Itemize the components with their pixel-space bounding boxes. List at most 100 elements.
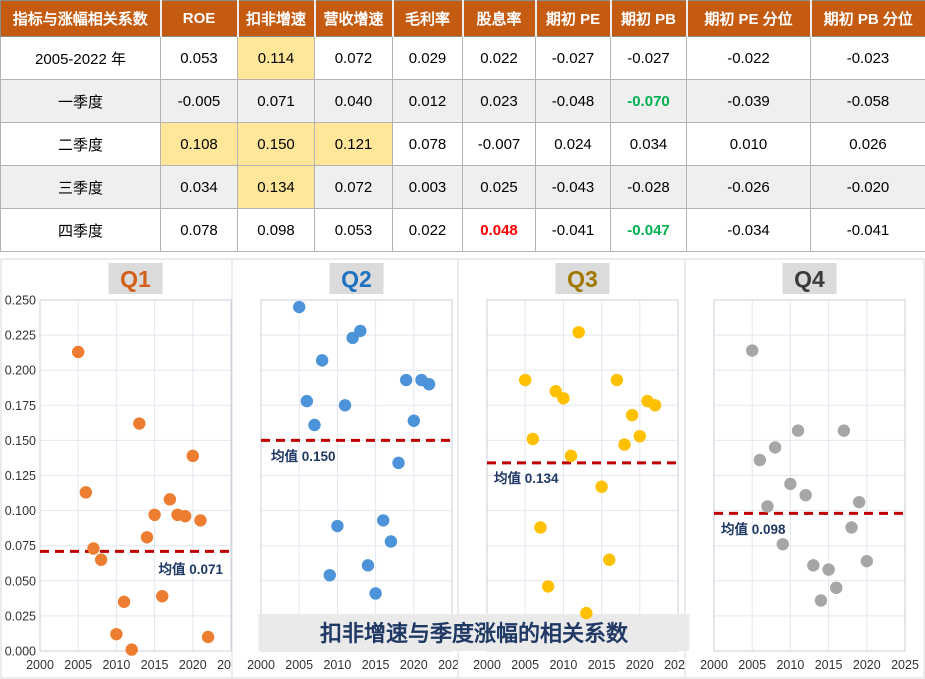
row-label: 一季度 bbox=[0, 79, 161, 123]
scatter-point bbox=[595, 480, 608, 493]
table-row-4: 四季度 0.078 0.098 0.053 0.022 0.048 -0.041 -0.047… bbox=[0, 208, 925, 252]
scatter-point bbox=[860, 554, 873, 568]
scatter-point bbox=[140, 531, 154, 544]
x-axis-tick-label: 2020 bbox=[853, 658, 881, 672]
table-cell: -0.020 bbox=[810, 165, 925, 209]
column-header-8: 期初 PE 分位 bbox=[686, 0, 812, 37]
table-cell: 0.026 bbox=[810, 122, 925, 166]
y-axis-tick-label: 0.225 bbox=[5, 329, 36, 343]
scatter-point bbox=[837, 424, 851, 437]
table-cell: 0.029 bbox=[392, 36, 463, 80]
scatter-point bbox=[784, 477, 797, 491]
table-cell: 0.072 bbox=[314, 165, 393, 209]
table-cell: 0.098 bbox=[237, 208, 315, 252]
x-axis-tick-label: 2010 bbox=[102, 658, 130, 672]
x-axis-tick-label: 2010 bbox=[776, 658, 804, 672]
scatter-point bbox=[399, 373, 413, 387]
x-axis-tick-label: 2005 bbox=[511, 658, 539, 672]
banner-background bbox=[258, 614, 690, 651]
scatter-point bbox=[186, 449, 199, 463]
table-cell: -0.041 bbox=[810, 208, 925, 252]
x-axis-tick-label: 2025 bbox=[891, 658, 919, 672]
column-header-0: 指标与涨幅相关系数 bbox=[0, 0, 162, 37]
column-header-7: 期初 PB bbox=[610, 0, 688, 37]
table-cell: 0.114 bbox=[237, 36, 315, 80]
column-header-3: 营收增速 bbox=[314, 0, 394, 37]
scatter-point bbox=[384, 535, 398, 548]
table-cell: -0.022 bbox=[686, 36, 811, 80]
scatter-point bbox=[331, 519, 344, 533]
scatter-point bbox=[338, 399, 352, 412]
table-cell: 0.048 bbox=[462, 208, 536, 252]
x-axis-tick-label: 2000 bbox=[26, 658, 54, 672]
scatter-point bbox=[148, 508, 161, 522]
scatter-point bbox=[822, 563, 835, 576]
table-cell: 0.022 bbox=[462, 36, 536, 80]
table-cell: 0.053 bbox=[314, 208, 393, 252]
column-header-9: 期初 PB 分位 bbox=[810, 0, 925, 37]
scatter-point bbox=[753, 453, 767, 467]
row-label: 三季度 bbox=[0, 165, 161, 209]
scatter-point bbox=[633, 429, 646, 443]
table-cell: 0.025 bbox=[462, 165, 536, 209]
points-q4 bbox=[746, 344, 873, 607]
scatter-point bbox=[300, 394, 314, 408]
x-axis-tick-label: 2020 bbox=[179, 658, 207, 672]
scatter-point bbox=[354, 324, 367, 338]
scatter-point bbox=[308, 418, 321, 432]
table-cell: 0.078 bbox=[160, 208, 238, 252]
points-q2 bbox=[293, 300, 436, 600]
scatter-point bbox=[125, 643, 138, 656]
table-cell: -0.043 bbox=[535, 165, 611, 209]
scatter-point bbox=[201, 630, 215, 644]
scatter-point bbox=[852, 495, 866, 509]
table-cell: 0.023 bbox=[462, 79, 536, 123]
correlation-table: 指标与涨幅相关系数 ROE 扣非增速 营收增速 毛利率 股息率 期初 PE 期初 PB 期初 P… bbox=[0, 0, 925, 252]
scatter-point bbox=[572, 326, 585, 339]
column-header-1: ROE bbox=[160, 0, 239, 37]
table-cell: 0.108 bbox=[160, 122, 238, 166]
scatter-point bbox=[94, 553, 108, 566]
scatter-point bbox=[79, 486, 93, 499]
panel-frame bbox=[684, 258, 925, 679]
mean-label: 均值 0.134 bbox=[494, 470, 559, 486]
scatter-point bbox=[830, 581, 843, 595]
scatter-point bbox=[799, 488, 812, 502]
table-cell: 0.003 bbox=[392, 165, 463, 209]
scatter-point bbox=[392, 456, 405, 470]
scatter-point bbox=[541, 580, 555, 593]
banner-title: 扣非增速与季度涨幅的相关系数 bbox=[320, 621, 629, 646]
scatter-point bbox=[72, 345, 85, 359]
x-axis-tick-label: 2005 bbox=[738, 658, 766, 672]
table-cell: 0.053 bbox=[160, 36, 238, 80]
table-cell: -0.026 bbox=[686, 165, 811, 209]
table-cell: -0.005 bbox=[160, 79, 238, 123]
table-header-row: 指标与涨幅相关系数 ROE 扣非增速 营收增速 毛利率 股息率 期初 PE 期初 PB 期初 P… bbox=[0, 0, 925, 37]
y-axis-tick-label: 0.250 bbox=[5, 294, 36, 308]
table-cell: 0.034 bbox=[610, 122, 687, 166]
chart-panel-q4: 2000 2005 2010 2015 2020 2025 Q4 均值 0.098 bbox=[684, 258, 925, 679]
table-cell: 0.072 bbox=[314, 36, 393, 80]
table-cell: -0.047 bbox=[610, 208, 687, 252]
y-axis-tick-label: 0.175 bbox=[5, 399, 36, 413]
x-axis-tick-label: 2015 bbox=[362, 658, 390, 672]
y-axis-tick-label: 0.150 bbox=[5, 434, 36, 448]
table-cell: 0.022 bbox=[392, 208, 463, 252]
scatter-point bbox=[768, 441, 782, 454]
mean-label: 均值 0.098 bbox=[721, 521, 786, 537]
table-cell: -0.028 bbox=[610, 165, 687, 209]
chart-title: Q4 bbox=[794, 266, 825, 292]
plot-border bbox=[713, 299, 906, 652]
scatter-point bbox=[807, 559, 820, 572]
scatter-point bbox=[534, 521, 547, 534]
column-header-5: 股息率 bbox=[462, 0, 537, 37]
column-header-6: 期初 PE bbox=[535, 0, 612, 37]
scatter-point bbox=[746, 344, 759, 357]
table-cell: 0.150 bbox=[237, 122, 315, 166]
scatter-point bbox=[407, 414, 420, 427]
chart-title: Q1 bbox=[120, 266, 151, 292]
scatter-point bbox=[323, 568, 336, 582]
scatter-point bbox=[814, 594, 828, 607]
scatter-point bbox=[369, 587, 382, 600]
